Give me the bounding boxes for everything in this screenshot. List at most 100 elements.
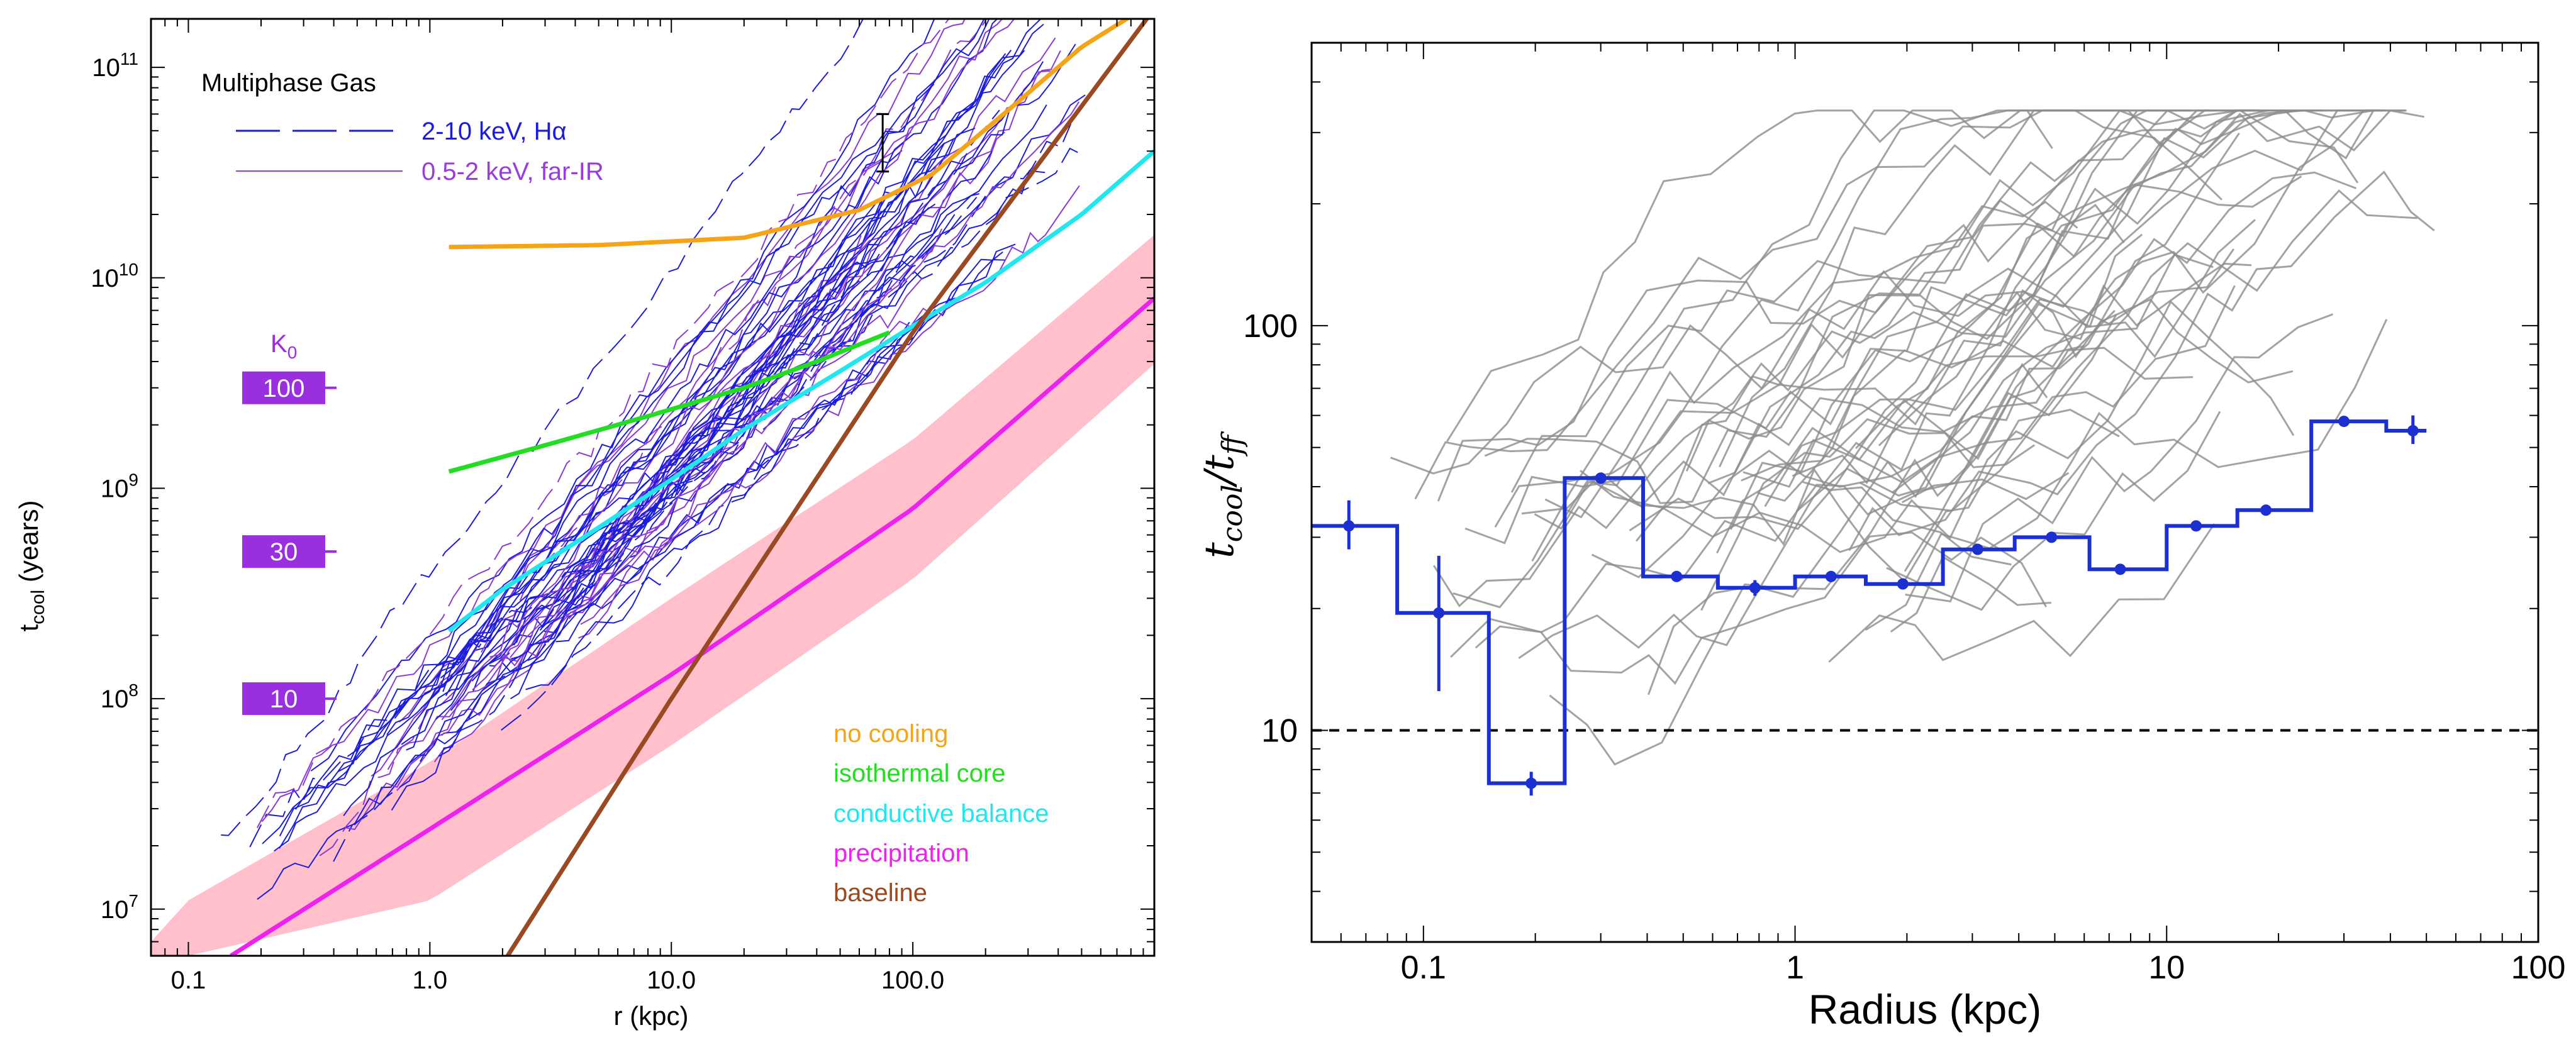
observed-profile [438,109,1000,757]
cluster-profile [1685,109,2260,472]
observed-profile [257,321,910,900]
k0-box-label: 100 [263,375,305,402]
observed-profile [333,196,978,862]
observed-profile [502,258,1006,673]
observed-profile [343,150,903,816]
legend-no-cooling: no cooling [834,720,948,748]
median-point [2338,416,2350,428]
cluster-profile [1450,171,2357,658]
median-point [2407,424,2419,436]
right-x-axis-label: Radius (kpc) [1809,986,2041,1033]
observed-profile [441,19,1015,721]
legend-conductive-balance: conductive balance [834,800,1049,828]
observed-profile [510,233,869,658]
left-x-tick-label: 10.0 [647,966,696,994]
right-y-axis-label: tcool/tff [1196,431,1249,558]
cluster-profile [1891,253,2214,494]
median-point [1971,543,1983,555]
model-curve-precipitation [230,296,1154,956]
median-point [1343,520,1355,532]
cluster-profile [1828,523,2216,663]
cluster-profile [1904,362,2048,572]
observed-profile [442,19,935,692]
right-x-tick-label: 100 [2511,950,2566,986]
left-x-axis-label: r (kpc) [614,1001,689,1031]
observed-profile [310,19,990,772]
cluster-profile [1484,201,2078,504]
cluster-profile [1475,531,2048,685]
cluster-profile [1390,109,2372,475]
cluster-profile [1414,109,2256,500]
cluster-profile [1719,109,2223,468]
cluster-profile [1700,309,2116,611]
cluster-profile [1591,132,2240,579]
cluster-profile [1494,109,2324,528]
cluster-profile [1848,170,2435,551]
median-point [1825,570,1837,582]
right-x-tick-label: 0.1 [1401,950,1446,986]
median-point [1525,777,1537,789]
k0-box-label: 30 [270,538,298,566]
median-point [1595,472,1607,484]
right-panel: 0.1 1 10 100 10 100 Radius (kpc) tcool/tff [1196,42,2566,1033]
observed-profile [279,84,935,837]
k0-label: K0 [270,330,297,362]
cluster-profile [1437,109,2424,502]
legend-label-soft-xray: 0.5-2 keV, far-IR [421,158,604,185]
right-y-tick-label: 100 [1243,308,1298,345]
left-y-tick-label: 109 [101,470,138,502]
left-y-tick-label: 1011 [92,49,138,82]
legend-isothermal-core: isothermal core [834,760,1005,787]
observed-profile [578,50,1061,639]
left-panel: 0.1 1.0 10.0 100.0 107 108 109 1010 1011 r (kpc)… [14,18,1156,1031]
cluster-profile [1792,345,2085,485]
left-y-axis-label: tcool (years) [14,500,48,631]
cluster-profile [1855,109,2373,450]
cluster-profile [1716,399,2036,554]
observed-profile [561,307,935,619]
observed-profile [257,19,950,829]
observed-profile [580,185,1080,625]
legend-precipitation: precipitation [834,839,969,867]
cluster-profile [1531,109,2053,562]
observed-profile [391,160,944,811]
observed-profile [510,151,993,700]
cluster-profile [1764,248,2235,507]
observed-profile [221,19,864,836]
left-plot-frame [150,18,1156,957]
median-step-line [1312,419,2427,785]
left-x-tick-label: 1.0 [413,966,448,994]
median-point [1897,578,1909,590]
observed-profile [420,19,985,709]
k0-box-label: 10 [270,685,298,713]
left-y-tick-label: 108 [101,680,138,713]
cluster-profile [1544,109,2359,519]
cluster-profile [1795,109,2299,512]
observed-profile [435,128,976,720]
left-x-tick-label: 0.1 [171,966,206,994]
median-point [1671,570,1683,582]
legend-label-hard-xray: 2-10 keV, Hα [421,118,567,145]
cluster-profile [1464,289,2294,545]
observed-profile [541,53,1006,628]
median-point [2260,504,2272,516]
right-plot-frame [1310,42,2540,943]
right-x-tick-label: 1 [1786,950,1804,986]
observed-profile [575,43,1076,572]
model-curve-baseline [506,19,1150,956]
cluster-profile [1886,411,2221,611]
median-point [2046,531,2058,543]
median-point [2114,563,2126,575]
observed-profile [450,138,954,711]
median-point [1433,607,1445,619]
k0-box [242,682,325,716]
cluster-profile [1741,109,2387,482]
median-point [1749,582,1761,594]
cluster-profile [1510,109,2384,493]
left-x-tick-label: 100.0 [881,966,944,994]
k0-box [242,535,325,568]
precipitation-band [151,235,1154,956]
cluster-profile [1890,555,2051,633]
cluster-profile [1549,314,2117,766]
